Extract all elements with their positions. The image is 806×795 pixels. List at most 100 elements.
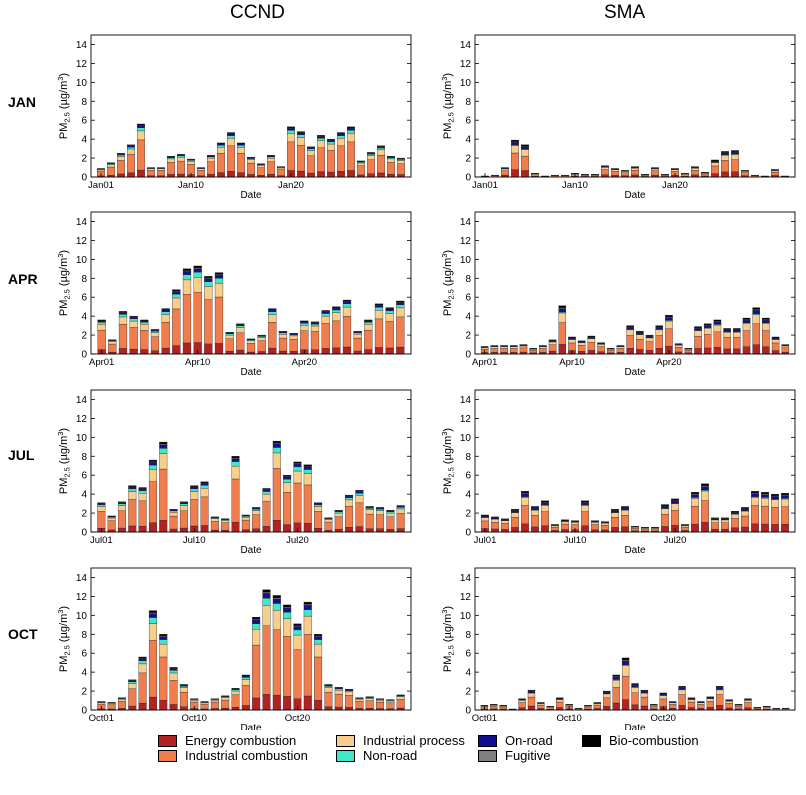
- bar: [500, 345, 508, 355]
- bar-segment: [324, 519, 333, 523]
- x-tick-label: Apr01: [89, 357, 114, 368]
- bar: [742, 317, 751, 355]
- y-tick-label: 14: [460, 395, 472, 406]
- bar-segment: [324, 521, 333, 531]
- bar: [511, 509, 519, 533]
- bar-segment: [539, 346, 547, 349]
- bar-segment: [347, 141, 355, 171]
- bar-segment: [283, 476, 292, 480]
- bar-segment: [626, 335, 634, 349]
- bar-segment: [137, 130, 145, 141]
- bar: [150, 329, 160, 355]
- bar-segment: [246, 343, 256, 353]
- bar-segment: [314, 511, 323, 529]
- bar-segment: [293, 629, 302, 636]
- y-axis-label: PM2.5 (µg/m3): [56, 606, 72, 672]
- bar-segment: [190, 485, 199, 487]
- panel-ccnd-oct: 0 2 4 6 8 10 12 14 Oct01 Oct10 Oct20 Date PM2.5 (µg/…: [56, 567, 412, 730]
- bar-segment: [681, 525, 689, 528]
- bar: [376, 507, 385, 533]
- y-tick-label: 6: [81, 471, 87, 482]
- x-axis-label: Date: [624, 367, 646, 378]
- bar-segment: [297, 170, 305, 178]
- bar-segment: [169, 512, 178, 517]
- bar-segment: [324, 687, 333, 693]
- bar-segment: [214, 282, 224, 298]
- bar-segment: [257, 337, 266, 341]
- bar-segment: [701, 500, 709, 523]
- bar-segment: [138, 658, 147, 661]
- bar-segment: [631, 170, 639, 176]
- bar-segment: [345, 527, 354, 533]
- bar-segment: [529, 350, 537, 354]
- bar-segment: [377, 147, 385, 150]
- y-axis-label: PM2.5 (µg/m3): [56, 73, 72, 139]
- bar-segment: [511, 512, 519, 518]
- x-tick-label: Jan01: [88, 180, 114, 191]
- bar-segment: [481, 520, 489, 529]
- bar-segment: [716, 705, 724, 711]
- bar: [225, 332, 234, 355]
- bar-segment: [204, 299, 213, 345]
- bar-segment: [364, 329, 373, 350]
- bar-segment: [621, 657, 630, 661]
- bar: [117, 697, 126, 711]
- bar-segment: [332, 309, 341, 313]
- y-tick-label: 12: [76, 414, 88, 425]
- bar-segment: [723, 328, 731, 330]
- bar-segment: [733, 348, 741, 355]
- bar-segment: [293, 466, 302, 472]
- bar-segment: [117, 502, 126, 505]
- bar-segment: [706, 698, 714, 702]
- bar-segment: [138, 702, 147, 711]
- bar-segment: [314, 643, 323, 658]
- bar-segment: [342, 316, 352, 348]
- bar-segment: [511, 517, 519, 528]
- x-tick-label: Jul20: [664, 535, 687, 546]
- bar-segment: [387, 157, 395, 160]
- bar-segment: [661, 174, 669, 177]
- y-tick-label: 10: [460, 255, 472, 266]
- bar-segment: [490, 348, 499, 353]
- bar: [671, 498, 679, 533]
- bar-segment: [179, 501, 188, 503]
- bar-segment: [703, 325, 712, 328]
- bar-segment: [179, 687, 188, 693]
- bar-segment: [283, 612, 292, 619]
- bar-segment: [762, 346, 770, 355]
- bar-segment: [636, 349, 644, 355]
- bar-segment: [117, 527, 126, 533]
- bar: [314, 634, 323, 711]
- bar-segment: [491, 518, 499, 523]
- bar-segment: [521, 146, 529, 150]
- bar-segment: [611, 517, 619, 528]
- bar-segment: [527, 691, 536, 693]
- bar-segment: [694, 328, 702, 331]
- bar-segment: [187, 161, 195, 165]
- bar: [364, 319, 373, 355]
- bar-segment: [227, 145, 235, 172]
- bar-segment: [645, 334, 654, 337]
- bar-segment: [140, 349, 149, 355]
- bar-segment: [491, 528, 499, 533]
- bar-segment: [225, 334, 234, 339]
- bar-segment: [138, 656, 147, 659]
- bar-segment: [721, 160, 729, 173]
- x-tick-label: Jul01: [90, 535, 113, 546]
- bar-segment: [374, 318, 384, 348]
- bar: [701, 483, 709, 533]
- bar: [645, 334, 654, 355]
- bar-segment: [631, 683, 639, 685]
- y-tick-label: 6: [465, 471, 471, 482]
- bar-segment: [762, 317, 770, 320]
- bar-segment: [701, 173, 709, 177]
- bar-segment: [231, 458, 240, 462]
- bar-segment: [691, 170, 699, 176]
- bar-segment: [236, 325, 245, 328]
- bar-segment: [733, 337, 741, 350]
- bar-segment: [636, 331, 644, 333]
- bar-segment: [721, 151, 729, 153]
- bar-segment: [481, 517, 489, 522]
- bar-segment: [386, 516, 395, 530]
- bar-segment: [324, 686, 333, 688]
